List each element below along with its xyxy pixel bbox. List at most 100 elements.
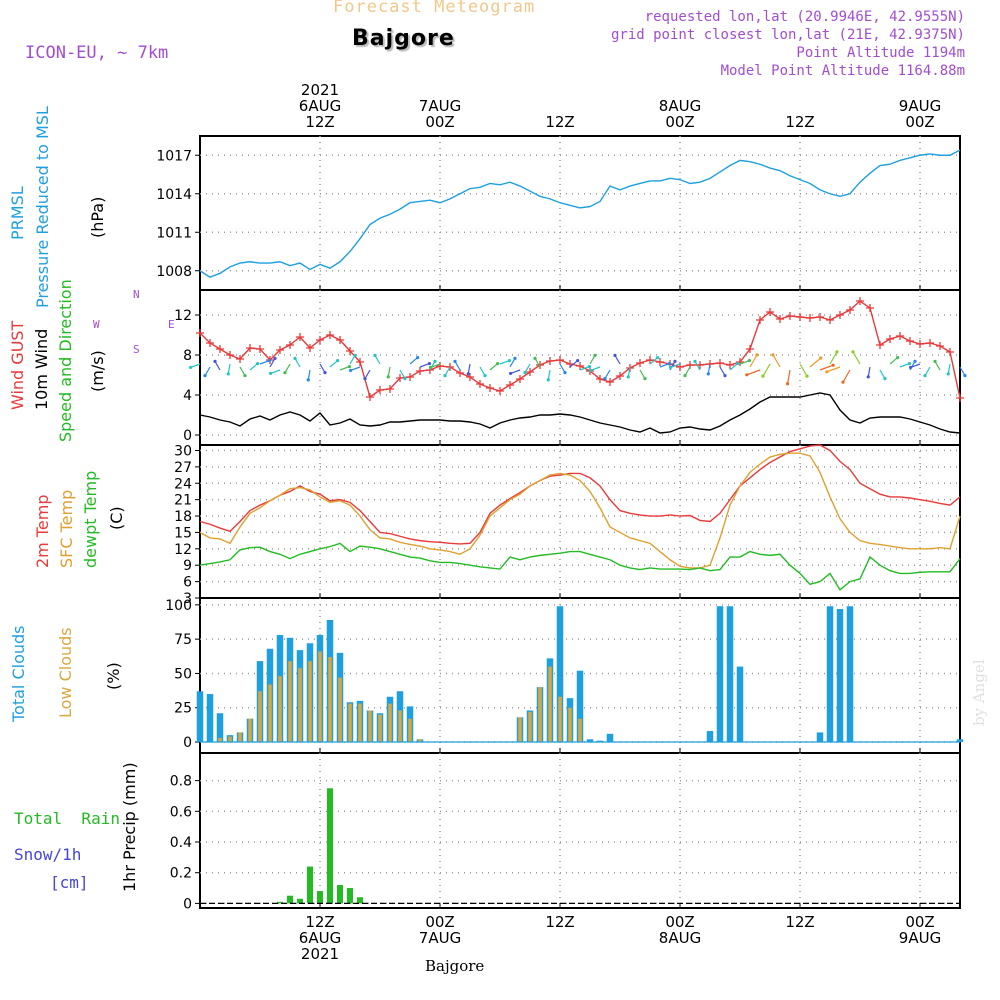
wind-arrow: [819, 364, 834, 371]
wind-arrow-head: [513, 356, 517, 360]
wind-arrow-head: [269, 371, 273, 376]
wind-arrow-head: [403, 377, 407, 381]
y-tick-label: 1008: [156, 264, 192, 280]
gust-marker: [356, 358, 364, 366]
gust-marker: [906, 337, 914, 345]
gust-marker: [556, 356, 564, 364]
gust-marker: [216, 345, 224, 353]
wind-arrow-head: [483, 374, 487, 378]
wind-arrow: [569, 360, 579, 368]
gust-marker: [846, 306, 854, 314]
y-tick-label: 3: [183, 591, 192, 607]
time-axis-label: 00Z: [905, 113, 934, 131]
snow-unit: [cm]: [50, 873, 89, 892]
pressure-panel: 1008 1011 1014 1017: [156, 135, 961, 291]
info-line-1: requested lon,lat (20.9946E, 42.9555N): [644, 9, 965, 25]
wind-arrow-head: [643, 377, 647, 381]
wind-arrow: [270, 369, 281, 374]
wind-arrow: [772, 354, 781, 368]
gust-marker: [506, 381, 514, 389]
wind-arrow-head: [283, 371, 287, 375]
time-axis-label: 8AUG: [659, 929, 701, 947]
wind-arrow: [809, 357, 822, 368]
low-clouds-bar: [538, 687, 542, 743]
wind-arrow-head: [353, 353, 357, 357]
low-clouds-bar: [228, 736, 232, 743]
y-tick-label: 50: [174, 666, 192, 682]
low-clouds-bar: [548, 666, 552, 743]
wind-arrow: [227, 363, 231, 374]
snow-label: Snow/1h: [14, 845, 82, 864]
wind-arrow: [467, 363, 471, 374]
wind-arrow-head: [603, 377, 607, 381]
precipitation-panel: 0 0.2 0.4 0.6 0.8: [170, 752, 961, 912]
wind-arrow-head: [213, 359, 217, 363]
10m-wind-line: [199, 392, 961, 434]
total-rain-bar: [297, 898, 303, 904]
wind-arrow: [524, 363, 531, 373]
gust-marker: [456, 369, 464, 377]
wind-arrow: [579, 366, 590, 371]
time-axis-label: 2021: [301, 945, 339, 963]
wind-arrow-head: [805, 374, 809, 378]
gust-marker: [646, 356, 654, 364]
wind-arrow: [910, 363, 921, 368]
wind-arrow: [889, 357, 899, 365]
gust-marker: [826, 316, 834, 324]
gust-marker: [756, 316, 764, 324]
wind-arrow: [349, 355, 356, 365]
y-tick-label: 75: [174, 632, 192, 648]
y-tick-label: 8: [183, 348, 192, 364]
compass-n: N: [133, 288, 140, 301]
time-axis-label: 12Z: [545, 913, 574, 931]
low-clouds-bar: [348, 703, 352, 743]
y-tick-label: 9: [183, 558, 192, 574]
total-clouds-bar: [196, 691, 204, 743]
wind-arrow: [947, 363, 951, 374]
wind-arrow-head: [349, 368, 353, 373]
gust-marker: [636, 359, 644, 367]
total-rain-bar: [337, 884, 343, 904]
clouds-panel: 0 25 50 75 100: [165, 597, 964, 754]
total-rain-bar: [317, 891, 323, 904]
wind-arrow-head: [745, 373, 749, 377]
wind-arrow-head: [443, 374, 447, 378]
wind-arrow: [419, 363, 430, 368]
dewpt-temp-line: [199, 542, 961, 591]
wind-arrow: [364, 369, 371, 379]
gust-marker: [546, 357, 554, 365]
wind-arrow: [499, 360, 510, 365]
total-clouds-bar: [846, 606, 854, 743]
y-tick-label: 0: [183, 735, 192, 751]
wind-arrow-head: [907, 361, 911, 366]
y-tick-label: 0: [183, 428, 192, 444]
wind-arrow-head: [667, 361, 671, 366]
wind-arrow: [534, 358, 541, 368]
low-clouds-bar: [258, 691, 262, 743]
footer-location: Bajgore: [425, 957, 485, 975]
wind-arrow-head: [563, 371, 567, 375]
y-tick-label: 6: [183, 575, 192, 591]
wind-arrow: [746, 369, 761, 376]
wind-arrow: [604, 369, 611, 379]
low-clouds-bar: [238, 732, 242, 743]
total-clouds-bar: [576, 670, 584, 743]
total-clouds-bar: [726, 606, 734, 743]
location-title: Bajgore: [352, 26, 455, 51]
gust-marker: [416, 367, 424, 375]
time-axis-label: 2021: [301, 81, 339, 99]
low-clouds-bar: [218, 737, 222, 743]
gust-marker: [806, 314, 814, 322]
time-axis-label: 8AUG: [659, 97, 701, 115]
wind-arrow-head: [523, 371, 527, 375]
y-tick-label: 0.4: [170, 835, 192, 851]
wind-arrow: [959, 366, 966, 376]
wind-arrow-head: [819, 356, 823, 360]
gust-marker: [336, 336, 344, 344]
gust-marker: [536, 361, 544, 369]
y-tick-label: 1017: [156, 148, 192, 164]
gust-marker: [276, 346, 284, 354]
wind-arrow-head: [203, 374, 207, 378]
info-line-2: grid point closest lon,lat (21E, 42.9375…: [610, 27, 965, 43]
